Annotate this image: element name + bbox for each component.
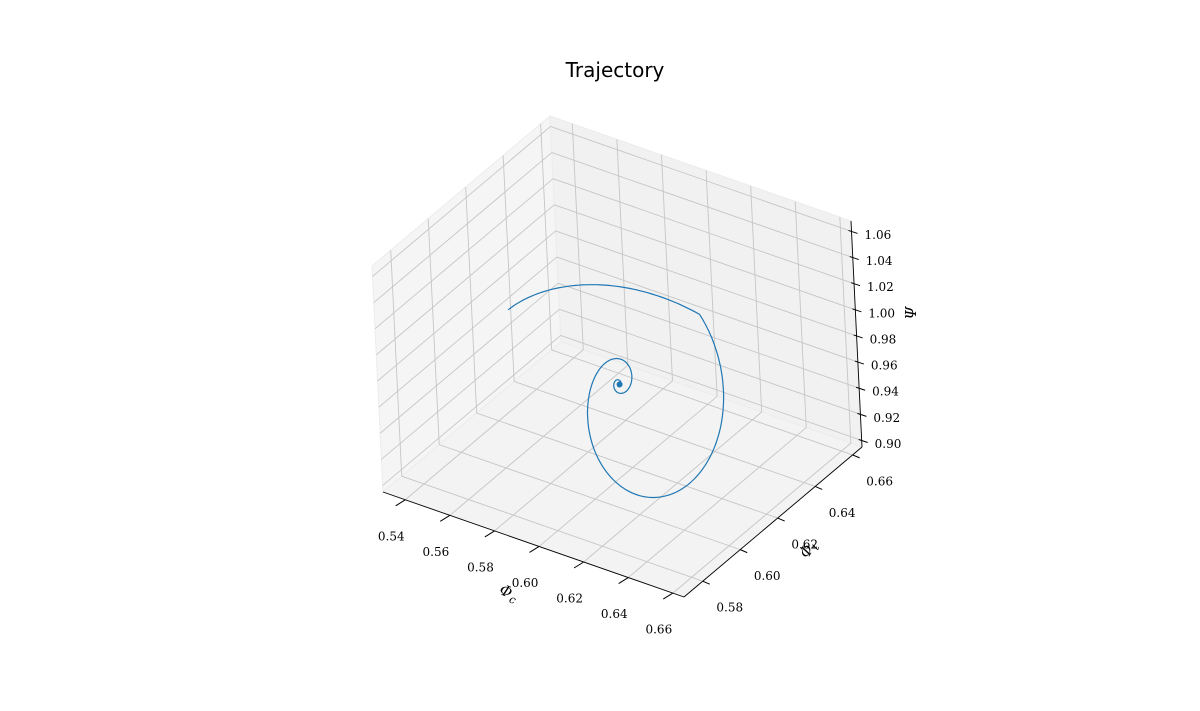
z-tick-mark — [855, 386, 866, 391]
grid-line-y-floor — [439, 444, 741, 551]
tick-labels: 0.54 0.56 0.58 0.60 0.62 0.64 0.66 0.58 0.60 0.62… — [378, 228, 901, 637]
x-tick-label: 0.58 — [467, 560, 494, 574]
grid-line-x-floor — [583, 411, 762, 563]
grid-line-z-left — [377, 230, 556, 382]
grid-line-x-floor — [405, 349, 584, 501]
grid-line-y-left — [502, 155, 515, 382]
y-tick-label: 0.60 — [754, 569, 781, 583]
grid-line-z-back — [559, 308, 861, 415]
series-layer — [507, 284, 725, 499]
grid-line-x-floor — [538, 396, 718, 547]
z-tick-label: 1.00 — [868, 306, 895, 320]
grid-lines — [372, 123, 862, 594]
axes — [382, 220, 868, 600]
x-axis-line — [382, 491, 685, 598]
z-tick-mark — [853, 334, 863, 339]
grid-line-z-back — [560, 335, 862, 441]
y-tick-mark — [852, 454, 860, 459]
grid-line-z-back — [555, 230, 857, 337]
x-tick-mark — [529, 546, 540, 553]
grid-line-z-left — [378, 256, 558, 408]
x-tick-label: 0.62 — [556, 592, 583, 606]
grid-line-z-back — [551, 152, 853, 259]
x-tick-mark — [573, 561, 584, 569]
grid-line-y-floor — [551, 349, 853, 456]
grid-line-z-left — [374, 178, 554, 330]
x-tick-mark — [618, 577, 629, 584]
z-tick-mark — [848, 229, 858, 234]
grid-line-x-floor — [627, 427, 807, 578]
z-tick-label: 0.94 — [872, 385, 899, 399]
grid-line-x-floor — [672, 442, 852, 594]
grid-line-y-left — [465, 187, 478, 414]
y-axis-line — [683, 446, 863, 598]
y-tick-mark — [740, 549, 748, 554]
x-tick-mark — [484, 530, 495, 538]
z-tick-mark — [854, 360, 865, 365]
z-tick-label: 1.06 — [865, 228, 892, 242]
grid-line-z-left — [381, 308, 560, 460]
x-tick-label: 0.60 — [512, 576, 539, 590]
z-tick-mark — [858, 438, 868, 443]
grid-line-x-back — [705, 170, 718, 397]
z-tick-label: 1.04 — [866, 254, 893, 268]
z-tick-label: 1.02 — [867, 280, 894, 294]
x-tick-mark — [662, 592, 674, 600]
z-axis-label: Ψ — [902, 306, 920, 320]
grid-line-y-left — [390, 250, 403, 477]
axis-labels: Φc Φt Ψ — [496, 306, 920, 607]
grid-line-x-back — [661, 154, 673, 381]
fixed-point-marker — [616, 381, 623, 388]
grid-line-z-back — [550, 126, 852, 232]
grid-line-y-floor — [476, 412, 778, 519]
y-tick-mark — [814, 486, 823, 490]
grid-line-z-left — [382, 335, 561, 486]
grid-line-x-back — [616, 139, 629, 366]
grid-line-y-floor — [401, 475, 703, 582]
grid-line-z-left — [373, 152, 553, 303]
y-tick-label: 0.66 — [866, 474, 893, 488]
x-tick-label: 0.64 — [601, 607, 628, 621]
grid-line-z-left — [379, 282, 559, 434]
grid-line-x-back — [794, 201, 807, 428]
z-tick-mark — [850, 282, 861, 287]
z-tick-label: 0.92 — [873, 411, 900, 425]
x-tick-label: 0.56 — [423, 545, 450, 559]
x-tick-mark — [440, 514, 451, 522]
grid-line-z-left — [372, 126, 551, 277]
grid-line-y-left — [540, 123, 553, 350]
grid-line-x-back — [839, 217, 852, 444]
grid-line-z-left — [376, 204, 555, 356]
chart-title: Trajectory — [565, 58, 665, 82]
axis-panes — [371, 114, 863, 598]
grid-line-y-left — [427, 218, 440, 445]
z-tick-mark — [852, 308, 862, 313]
grid-line-z-back — [552, 178, 855, 285]
grid-line-y-floor — [514, 381, 816, 487]
y-axis-label: Φt — [796, 537, 823, 563]
grid-line-x-back — [750, 185, 763, 413]
grid-line-x-floor — [449, 364, 629, 516]
z-tick-label: 0.98 — [870, 332, 897, 346]
x-tick-mark — [395, 499, 406, 507]
x-tick-label: 0.54 — [378, 529, 405, 543]
grid-line-z-back — [557, 282, 860, 389]
y-tick-label: 0.64 — [829, 506, 856, 520]
y-tick-mark — [702, 580, 710, 585]
grid-line-x-floor — [494, 380, 673, 532]
y-tick-label: 0.62 — [791, 538, 818, 552]
x-axis-label: Φc — [496, 581, 521, 607]
y-tick-mark — [777, 517, 785, 522]
z-tick-mark — [857, 412, 867, 417]
grid-line-z-back — [556, 256, 859, 363]
z-tick-label: 0.90 — [875, 437, 902, 451]
grid-line-z-back — [554, 204, 856, 311]
z-axis-line — [850, 220, 863, 448]
y-tick-label: 0.58 — [716, 601, 743, 615]
z-tick-label: 0.96 — [871, 359, 898, 373]
grid-line-x-back — [571, 123, 584, 350]
z-tick-mark — [849, 256, 859, 261]
x-tick-label: 0.66 — [645, 623, 672, 637]
